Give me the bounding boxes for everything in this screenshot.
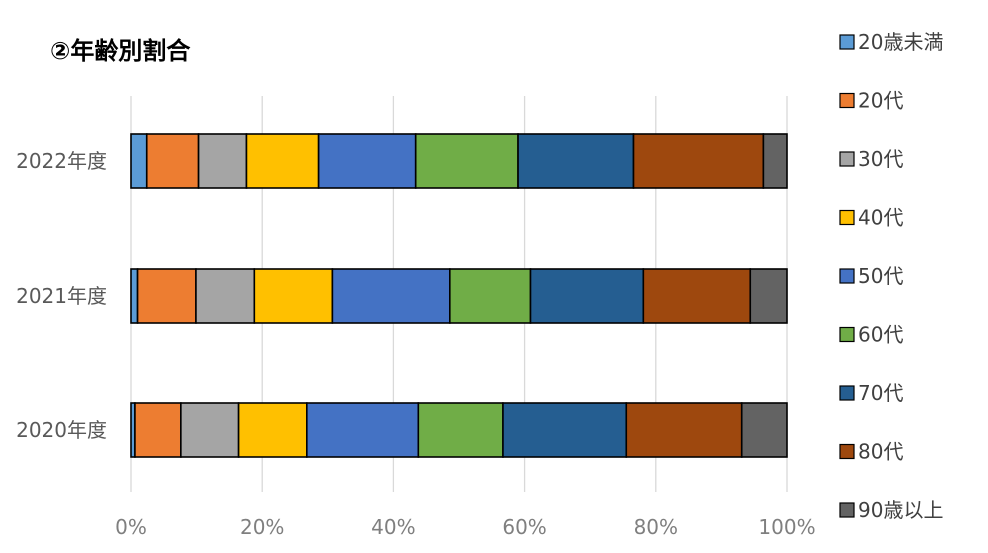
bar-segment (245, 133, 320, 189)
legend-label: 60代 (858, 323, 903, 347)
category-labels: 2022年度 2021年度 2020年度 (16, 149, 107, 442)
legend-label: 90歳以上 (858, 498, 943, 522)
bar-segment (414, 133, 519, 189)
legend-swatch (839, 385, 855, 401)
bar-segment (195, 268, 256, 324)
chart-title: ②年齢別割合 (50, 37, 191, 65)
legend-label: 20代 (858, 89, 903, 113)
legend-swatch (839, 326, 855, 343)
legend-item: 80代 (839, 440, 903, 464)
x-axis-ticks: 0% 20% 40% 60% 80% 100% (115, 515, 815, 539)
x-tick-label: 20% (240, 515, 284, 539)
legend-item: 50代 (839, 264, 903, 288)
bar-segment (517, 133, 635, 189)
bar-segment (130, 133, 148, 189)
bar-segment (449, 268, 532, 324)
x-tick-label: 40% (371, 515, 415, 539)
bar-segment (417, 402, 504, 458)
legend-label: 80代 (858, 440, 903, 464)
bar-segment (180, 402, 240, 458)
legend-item: 30代 (839, 147, 903, 171)
legend: 20歳未満 20代 30代 40代 50代 60代 70代 80代 90歳以上 (839, 30, 943, 522)
x-tick-label: 0% (115, 515, 147, 539)
legend-swatch (839, 92, 855, 109)
bar-segment (529, 268, 645, 324)
bar-segment (145, 133, 200, 189)
bars (130, 133, 788, 458)
legend-swatch (839, 151, 855, 167)
bar-segment (632, 133, 765, 189)
category-label: 2020年度 (16, 418, 107, 442)
category-label: 2022年度 (16, 149, 107, 173)
bar-segment (762, 133, 788, 189)
bar-segment (502, 402, 628, 458)
legend-swatch (839, 34, 855, 50)
legend-label: 20歳未満 (858, 30, 943, 54)
bar-segment (642, 268, 752, 324)
bar-segment (625, 402, 743, 458)
legend-item: 60代 (839, 323, 903, 347)
bar-segment (317, 133, 417, 189)
x-tick-label: 60% (502, 515, 546, 539)
bar-segment (749, 268, 788, 324)
bar-segment (130, 268, 139, 324)
bar-segment (740, 402, 788, 458)
bar-segment (134, 402, 182, 458)
legend-swatch (839, 443, 855, 460)
bar-segment (306, 402, 420, 458)
bar-segment (197, 133, 248, 189)
bar-segment (136, 268, 197, 324)
bar-segment (253, 268, 334, 324)
x-tick-label: 80% (634, 515, 678, 539)
legend-swatch (839, 268, 855, 284)
bar-segment (237, 402, 308, 458)
legend-item: 90歳以上 (839, 498, 943, 522)
legend-label: 40代 (858, 206, 903, 230)
legend-swatch (839, 502, 855, 518)
legend-item: 20代 (839, 89, 903, 113)
legend-label: 30代 (858, 147, 903, 171)
legend-item: 20歳未満 (839, 30, 943, 54)
legend-item: 70代 (839, 381, 903, 405)
legend-label: 50代 (858, 264, 903, 288)
legend-label: 70代 (858, 381, 903, 405)
x-tick-label: 100% (758, 515, 815, 539)
legend-item: 40代 (839, 206, 903, 230)
category-label: 2021年度 (16, 284, 107, 308)
legend-swatch (839, 209, 855, 226)
bar-segment (331, 268, 451, 324)
